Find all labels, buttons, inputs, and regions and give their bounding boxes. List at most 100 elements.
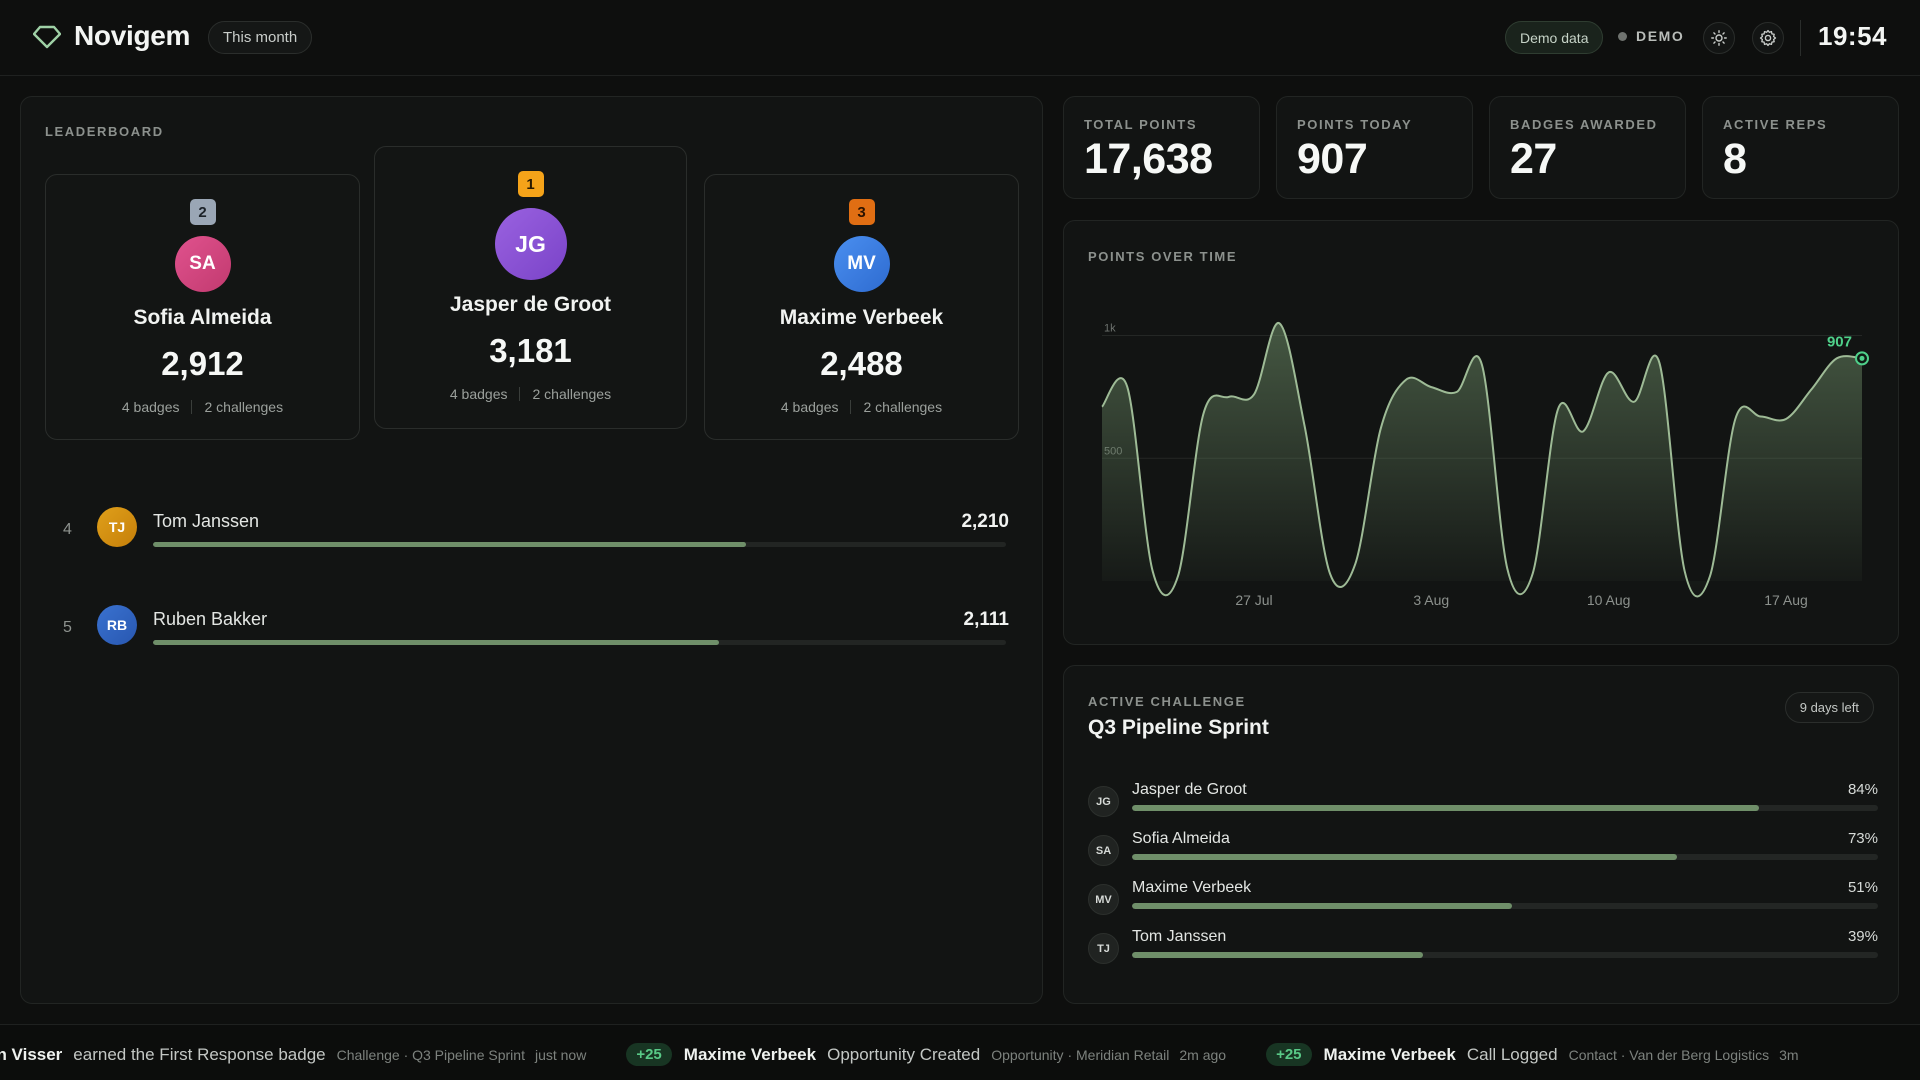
- status-dot: [1618, 31, 1627, 41]
- challenge-row-percent: 84%: [1847, 781, 1878, 798]
- row-rank: 4: [63, 521, 72, 538]
- series-area: [1102, 322, 1862, 597]
- ticker-item[interactable]: +25 Maxime Verbeek Call Logged Contact ·…: [1266, 1043, 1799, 1066]
- avatar: MV: [1088, 884, 1119, 915]
- badges-count: 4 badges: [449, 386, 508, 402]
- theme-toggle-button[interactable]: [1703, 22, 1735, 54]
- stat-label: POINTS TODAY: [1297, 117, 1413, 132]
- leaderboard-panel: LEADERBOARD 2 SA Sofia Almeida 2,912 4 b…: [20, 96, 1043, 1004]
- avatar: RB: [97, 605, 137, 645]
- challenges-count: 2 challenges: [204, 399, 284, 415]
- challenge-progress-fill: [1132, 805, 1759, 811]
- diamond-logo-icon: [33, 25, 61, 49]
- podium-card-1[interactable]: 1 JG Jasper de Groot 3,181 4 badges 2 ch…: [374, 146, 687, 429]
- challenge-progress-fill: [1132, 952, 1423, 958]
- challenge-row-name: Jasper de Groot: [1132, 781, 1247, 798]
- stat-value: 27: [1510, 135, 1557, 183]
- challenge-progress-fill: [1132, 903, 1513, 909]
- challenges-count: 2 challenges: [863, 399, 943, 415]
- podium-card-2[interactable]: 2 SA Sofia Almeida 2,912 4 badges 2 chal…: [45, 174, 360, 440]
- stat-label: TOTAL POINTS: [1084, 117, 1198, 132]
- row-progress-bar: [153, 640, 1006, 645]
- row-points: 2,111: [963, 609, 1009, 630]
- row-rank: 5: [63, 619, 72, 636]
- settings-button[interactable]: [1752, 22, 1784, 54]
- challenge-row[interactable]: SA Sofia Almeida 73%: [1088, 830, 1878, 870]
- podium-name: Jasper de Groot: [449, 293, 612, 316]
- stat-value: 907: [1297, 135, 1368, 183]
- chart-title: POINTS OVER TIME: [1088, 249, 1238, 264]
- ticker-time: just now: [534, 1046, 587, 1063]
- days-left-badge: 9 days left: [1784, 692, 1874, 723]
- podium-name: Sofia Almeida: [133, 306, 272, 329]
- podium-meta: 4 badges 2 challenges: [705, 399, 1018, 415]
- challenge-row-name: Tom Janssen: [1132, 928, 1227, 945]
- demo-status: DEMO: [1618, 28, 1684, 44]
- stat-card-total-points: TOTAL POINTS 17,638: [1063, 96, 1260, 199]
- row-name: Tom Janssen: [153, 511, 260, 531]
- points-pill: +25: [626, 1043, 672, 1066]
- podium-points: 2,912: [161, 345, 244, 382]
- brand-name: Novigem: [74, 20, 191, 51]
- challenge-section-label: ACTIVE CHALLENGE: [1088, 694, 1246, 709]
- x-tick-label: 10 Aug: [1587, 592, 1631, 608]
- rank-badge: 2: [189, 199, 216, 225]
- ticker-track: an Visser earned the First Response badg…: [0, 1043, 1839, 1066]
- sun-icon: [1711, 30, 1727, 46]
- challenge-row[interactable]: MV Maxime Verbeek 51%: [1088, 879, 1878, 919]
- stat-value: 8: [1723, 135, 1747, 183]
- podium-points: 2,488: [820, 345, 903, 382]
- clock: 19:54: [1818, 21, 1887, 51]
- demo-data-badge[interactable]: Demo data: [1505, 21, 1604, 54]
- meta-divider: [519, 387, 521, 401]
- rank-badge: 3: [848, 199, 875, 225]
- x-tick-label: 17 Aug: [1764, 592, 1808, 608]
- ticker-context: Challenge · Q3 Pipeline Sprint: [336, 1046, 525, 1063]
- date-range-selector[interactable]: This month: [208, 21, 313, 54]
- ticker-item[interactable]: +25 Maxime Verbeek Opportunity Created O…: [626, 1043, 1226, 1066]
- ticker-name: an Visser: [0, 1044, 63, 1064]
- challenge-row-percent: 39%: [1847, 928, 1878, 945]
- row-points: 2,210: [961, 511, 1009, 532]
- stat-label: BADGES AWARDED: [1510, 117, 1658, 132]
- x-tick-label: 3 Aug: [1413, 592, 1449, 608]
- challenge-progress-fill: [1132, 854, 1677, 860]
- podium-meta: 4 badges 2 challenges: [46, 399, 359, 415]
- ticker-item[interactable]: an Visser earned the First Response badg…: [0, 1045, 586, 1065]
- stat-label: ACTIVE REPS: [1723, 117, 1828, 132]
- challenge-row-name: Sofia Almeida: [1132, 830, 1230, 847]
- podium-meta: 4 badges 2 challenges: [375, 386, 686, 402]
- podium-points: 3,181: [489, 332, 572, 369]
- challenges-count: 2 challenges: [532, 386, 612, 402]
- challenge-progress-bar: [1132, 952, 1878, 958]
- challenge-progress-bar: [1132, 854, 1878, 860]
- challenge-row[interactable]: JG Jasper de Groot 84%: [1088, 781, 1878, 821]
- stat-card-active-reps: ACTIVE REPS 8: [1702, 96, 1899, 199]
- ticker-time: 3m: [1779, 1046, 1799, 1063]
- points-pill: +25: [1266, 1043, 1312, 1066]
- ticker-time: 2m ago: [1179, 1046, 1227, 1063]
- avatar: SA: [174, 236, 231, 292]
- challenge-row-percent: 51%: [1847, 879, 1878, 896]
- avatar: SA: [1088, 835, 1119, 866]
- ticker-action: Call Logged: [1466, 1044, 1558, 1064]
- challenge-row[interactable]: TJ Tom Janssen 39%: [1088, 928, 1878, 968]
- leaderboard-row[interactable]: 5 RB Ruben Bakker 2,111: [21, 603, 1009, 653]
- leaderboard-row[interactable]: 4 TJ Tom Janssen 2,210: [21, 505, 1009, 555]
- rank-badge: 1: [517, 171, 544, 197]
- podium-card-3[interactable]: 3 MV Maxime Verbeek 2,488 4 badges 2 cha…: [704, 174, 1019, 440]
- y-tick-label: 1k: [1104, 323, 1116, 335]
- challenge-row-percent: 73%: [1847, 830, 1878, 847]
- row-progress-bar: [153, 542, 1006, 547]
- active-challenge-panel: ACTIVE CHALLENGE Q3 Pipeline Sprint 9 da…: [1063, 665, 1899, 1004]
- ticker-name: Maxime Verbeek: [1323, 1044, 1456, 1064]
- row-name: Ruben Bakker: [153, 609, 268, 629]
- stat-card-points-today: POINTS TODAY 907: [1276, 96, 1473, 199]
- avatar: TJ: [97, 507, 137, 547]
- meta-divider: [850, 400, 852, 414]
- badges-count: 4 badges: [121, 399, 180, 415]
- avatar: TJ: [1088, 933, 1119, 964]
- top-bar: Novigem This month Demo data DEMO 19:54: [0, 0, 1920, 76]
- ticker-action: earned the First Response badge: [73, 1044, 326, 1064]
